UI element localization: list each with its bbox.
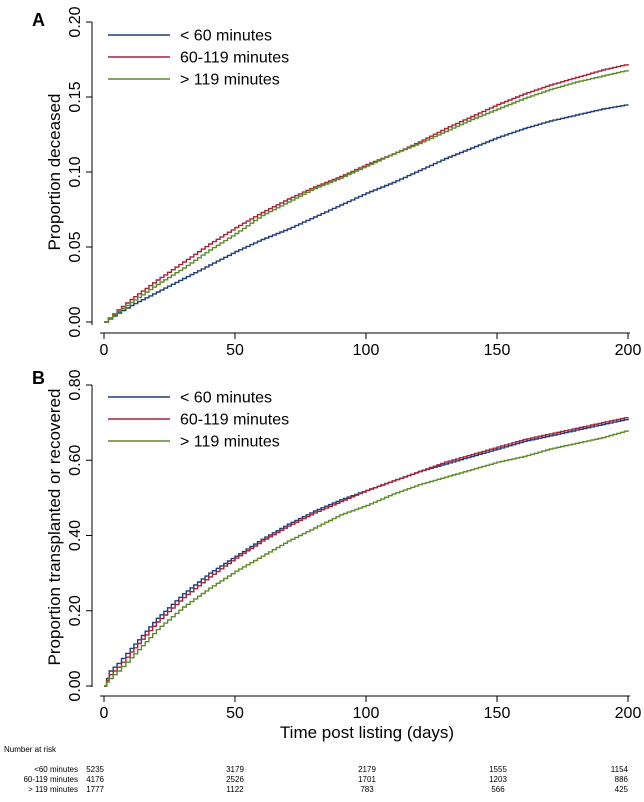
panel-b-series bbox=[104, 417, 629, 687]
panel-b-x-tick-label: 150 bbox=[484, 705, 511, 722]
panel-b-ylabel: Proportion transplanted or recovered bbox=[45, 389, 64, 666]
risk-table: Number at risk <60 minutes 5235 3179 2179 15… bbox=[4, 745, 629, 794]
risk-row-label: 60-119 minutes bbox=[23, 775, 78, 784]
panel-b-xlabel: Time post listing (days) bbox=[280, 723, 454, 742]
panel-b-y-tick-label: 0.20 bbox=[67, 595, 84, 626]
risk-row-label: <60 minutes bbox=[34, 765, 78, 774]
panel-a-y-tick-label: 0.10 bbox=[67, 156, 84, 187]
panel-b-legend-label: > 119 minutes bbox=[180, 434, 280, 451]
risk-cell: 1777 bbox=[86, 785, 104, 794]
risk-cell: 566 bbox=[491, 785, 505, 794]
panel-b-y-tick-label: 0.80 bbox=[67, 369, 84, 400]
risk-cell: 1555 bbox=[489, 765, 507, 774]
panel-a-series bbox=[104, 64, 629, 323]
panel-a-y-tick-label: 0.00 bbox=[67, 306, 84, 337]
panel-b: B Proportion transplanted or recovered 0… bbox=[32, 368, 641, 742]
panel-b-letter: B bbox=[32, 368, 45, 388]
panel-a-x-tick-label: 200 bbox=[615, 342, 642, 359]
panel-a-ylabel: Proportion deceased bbox=[45, 94, 64, 251]
risk-cell: 1154 bbox=[611, 765, 629, 774]
risk-cell: 2179 bbox=[358, 765, 376, 774]
risk-table-title: Number at risk bbox=[4, 745, 57, 754]
panel-b-legend-label: 60-119 minutes bbox=[180, 412, 289, 429]
panel-b-x-tick-label: 50 bbox=[226, 705, 244, 722]
panel-a-x-tick-label: 0 bbox=[100, 342, 109, 359]
panel-a: A Proportion deceased 0 50 100 150 200 0.00 0.… bbox=[32, 6, 641, 359]
panel-a-ticks: 0 50 100 150 200 0.00 0.05 0.10 0.15 0.20 bbox=[67, 6, 641, 359]
panel-a-y-tick-label: 0.15 bbox=[67, 81, 84, 112]
panel-b-legend: < 60 minutes 60-119 minutes > 119 minutes bbox=[108, 390, 289, 451]
risk-cell: 5235 bbox=[86, 765, 104, 774]
panel-a-legend-label: < 60 minutes bbox=[180, 28, 272, 45]
panel-b-x-tick-label: 100 bbox=[353, 705, 380, 722]
panel-a-y-tick-label: 0.05 bbox=[67, 231, 84, 262]
risk-cell: 886 bbox=[615, 775, 629, 784]
panel-b-ticks: 0 50 100 150 200 0.00 0.20 0.40 0.60 0.80 bbox=[67, 369, 641, 722]
risk-cell: 1203 bbox=[489, 775, 507, 784]
panel-a-legend-label: > 119 minutes bbox=[180, 72, 280, 89]
panel-b-x-tick-label: 0 bbox=[100, 705, 109, 722]
panel-a-x-tick-label: 150 bbox=[484, 342, 511, 359]
risk-cell: 783 bbox=[360, 785, 374, 794]
panel-a-x-tick-label: 100 bbox=[353, 342, 380, 359]
panel-a-series-line bbox=[104, 70, 629, 323]
risk-row-label: > 119 minutes bbox=[28, 785, 78, 794]
risk-table-rows: <60 minutes 5235 3179 2179 1555 1154 60-119 mi… bbox=[23, 765, 628, 794]
panel-a-legend: < 60 minutes 60-119 minutes > 119 minutes bbox=[108, 28, 289, 89]
panel-a-series-line bbox=[104, 104, 629, 323]
risk-cell: 2526 bbox=[226, 775, 244, 784]
panel-a-x-tick-label: 50 bbox=[226, 342, 244, 359]
risk-cell: 1701 bbox=[358, 775, 376, 784]
panel-b-series-line bbox=[104, 418, 629, 687]
risk-cell: 425 bbox=[615, 785, 629, 794]
risk-cell: 3179 bbox=[226, 765, 244, 774]
risk-cell: 4176 bbox=[86, 775, 104, 784]
panel-b-x-tick-label: 200 bbox=[615, 705, 642, 722]
panel-b-series-line bbox=[104, 417, 629, 687]
panel-a-y-tick-label: 0.20 bbox=[67, 6, 84, 37]
panel-b-legend-label: < 60 minutes bbox=[180, 390, 272, 407]
panel-a-letter: A bbox=[32, 10, 45, 30]
risk-cell: 1122 bbox=[226, 785, 244, 794]
panel-b-y-tick-label: 0.40 bbox=[67, 520, 84, 551]
panel-a-legend-label: 60-119 minutes bbox=[180, 50, 289, 67]
panel-b-y-tick-label: 0.00 bbox=[67, 670, 84, 701]
panel-b-y-tick-label: 0.60 bbox=[67, 445, 84, 476]
panel-b-series-line bbox=[104, 430, 629, 687]
